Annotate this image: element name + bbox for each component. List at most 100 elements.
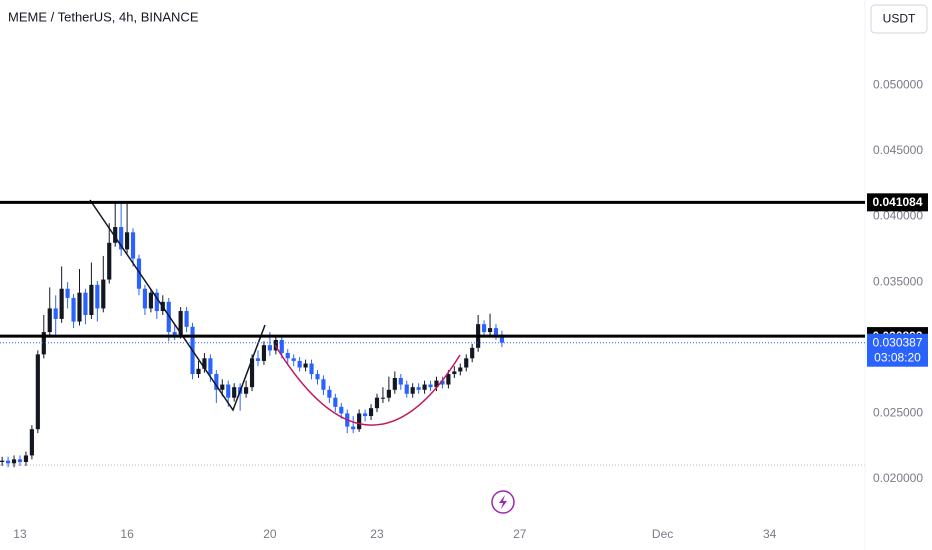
candle-body [226, 384, 231, 398]
candle-body [363, 413, 368, 417]
y-tick-label: 0.035000 [873, 274, 923, 288]
candle-body [65, 288, 70, 298]
cup-drawing [274, 344, 461, 426]
candle-body [136, 258, 142, 289]
candle-body [440, 380, 445, 385]
candle-body [428, 384, 433, 388]
candle-body [59, 288, 64, 319]
candle-body [95, 284, 100, 309]
x-tick-label: 16 [120, 527, 134, 541]
candle-body [41, 332, 46, 355]
currency-button[interactable]: USDT [870, 4, 928, 34]
candle-body [386, 389, 391, 398]
candle-body [499, 334, 505, 343]
candle-body [404, 384, 409, 394]
candle-body [487, 328, 493, 333]
trend-drawing [89, 199, 266, 412]
candle-body [148, 292, 153, 309]
candle-body [71, 297, 76, 322]
candle-body [0, 460, 5, 462]
candle-body [11, 459, 17, 464]
candle-body [178, 311, 183, 335]
candle-body [321, 379, 326, 390]
level-tag [867, 193, 928, 212]
candle-body [464, 358, 469, 368]
candle-body [452, 371, 457, 375]
candle-body [398, 377, 403, 385]
candle-body [196, 368, 201, 375]
candle-body [422, 384, 427, 390]
candle-body [482, 324, 487, 333]
x-tick-label: 13 [13, 527, 27, 541]
candle-body [77, 292, 82, 322]
candle-body [267, 345, 272, 351]
candle-body [249, 358, 255, 388]
candle-body [339, 406, 344, 414]
candle-body [351, 426, 356, 430]
candle-body [101, 279, 106, 309]
candle-body [83, 292, 88, 315]
candle-body [315, 374, 320, 380]
candle-body [380, 397, 386, 399]
candle-body [446, 374, 451, 385]
candle-body [357, 413, 362, 430]
y-tick-label: 0.040000 [873, 209, 923, 223]
candle-body [23, 455, 29, 462]
candle-body [214, 374, 219, 390]
candle-body [255, 358, 261, 361]
candle-body [184, 311, 189, 327]
candle-body [232, 387, 237, 398]
button-label[interactable]: USDT [883, 12, 916, 26]
x-tick-label: 20 [263, 527, 277, 541]
countdown-label: 03:08:20 [874, 350, 921, 364]
candle-body [125, 232, 130, 250]
candle-body [89, 284, 94, 315]
candle-body [47, 308, 52, 333]
candle-body [309, 363, 314, 375]
candle-body [154, 292, 159, 312]
candle-body [17, 459, 23, 462]
candle-body [130, 232, 136, 259]
candle-body [493, 328, 499, 335]
icon-bolt[interactable] [499, 495, 507, 509]
candle-body [208, 358, 213, 375]
candle-body [107, 242, 112, 280]
x-tick-label: Dec [652, 527, 673, 541]
candle-body [291, 358, 296, 361]
candle-body [29, 429, 34, 456]
candle-body [53, 308, 58, 319]
candle-body [244, 387, 249, 394]
candle-body [285, 353, 290, 359]
candle-body [119, 227, 124, 250]
last-price-tag [867, 333, 928, 367]
candle-body [374, 397, 380, 409]
candle-body [458, 367, 463, 372]
x-tick-label: 34 [763, 527, 777, 541]
chart-title: MEME / TetherUS, 4h, BINANCE [8, 9, 199, 24]
candle-body [297, 360, 302, 368]
y-tick-label: 0.050000 [873, 77, 923, 91]
candle-body [410, 387, 415, 394]
candle-body [470, 347, 475, 359]
candle-body [327, 389, 332, 398]
candle-body [333, 397, 338, 407]
candle-body [172, 332, 177, 335]
candle-body [202, 358, 207, 369]
candle-body [6, 460, 11, 464]
y-tick-label: 0.045000 [873, 143, 923, 157]
candle-body [392, 377, 397, 390]
candle-body [142, 288, 148, 309]
lightning-icon[interactable] [491, 490, 515, 514]
candle-body [368, 408, 374, 417]
y-tick-label: 0.020000 [873, 471, 923, 485]
candle-body [35, 354, 40, 430]
candle-body [416, 387, 421, 390]
x-tick-label: 23 [370, 527, 384, 541]
level-label: 0.041084 [872, 195, 922, 209]
y-tick-label: 0.025000 [873, 406, 923, 420]
button-frame[interactable] [870, 4, 928, 34]
candle-body [113, 227, 118, 243]
